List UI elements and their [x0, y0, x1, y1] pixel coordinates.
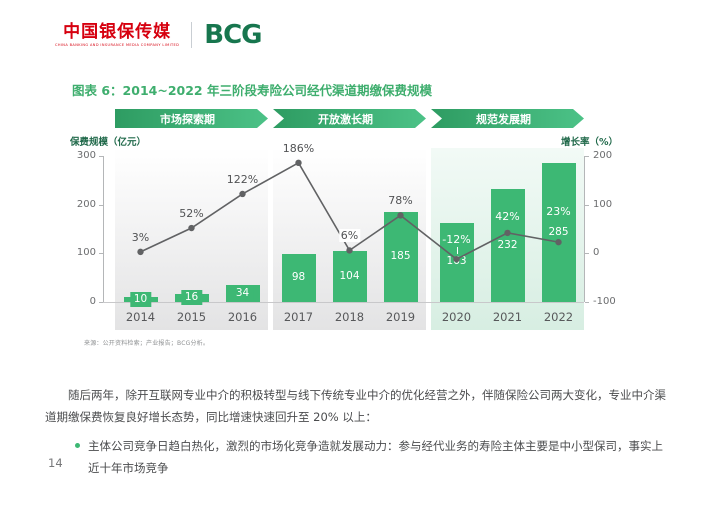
bar-value-label: 34	[231, 285, 254, 301]
right-axis-tick	[585, 253, 589, 255]
growth-label-2014: 3%	[131, 230, 150, 244]
paragraph: 随后两年，除开互联网专业中介的积极转型与线下传统专业中介的优化经营之外，伴随保险…	[45, 388, 666, 425]
china-banking-insurance-media-logo: 中国银保传媒 CHINA BANKING AND INSURANCE MEDIA…	[55, 21, 180, 47]
right-axis-tick	[585, 204, 589, 206]
premium-scale-chart: 市场探索期 开放激长期 规范发展期 保费规模（亿元） 增长率（%） 300 200 100 0 2…	[70, 108, 618, 343]
growth-label-2019: 78%	[388, 194, 413, 208]
page-number: 14	[48, 456, 63, 470]
x-axis-label-2018: 2018	[334, 310, 365, 324]
right-axis-tick	[585, 302, 589, 303]
right-axis-tick-label: 0	[593, 247, 600, 259]
right-axis-line	[584, 156, 585, 302]
line-marker	[239, 190, 246, 198]
line-marker	[504, 229, 511, 237]
growth-label-leader	[456, 247, 458, 255]
growth-rate-line	[137, 159, 562, 263]
right-axis-tick-label: 100	[593, 198, 613, 210]
x-axis-baseline	[103, 302, 584, 303]
left-axis-tick	[99, 204, 103, 206]
x-axis-label-2014: 2014	[125, 310, 156, 324]
bcg-logo: BCG	[204, 20, 262, 50]
line-marker	[397, 212, 404, 219]
left-axis-tick-label: 200	[76, 198, 96, 210]
growth-label-2021: 42%	[495, 209, 520, 223]
phase-banner: 开放激长期	[273, 109, 426, 128]
left-axis-tick-label: 300	[76, 150, 96, 161]
x-axis-label-2017: 2017	[283, 310, 314, 324]
left-axis-tick	[99, 253, 103, 255]
x-axis-label-2016: 2016	[227, 310, 258, 324]
line-marker	[555, 238, 562, 246]
bar-value-label: 98	[287, 270, 310, 286]
growth-label-2022: 23%	[546, 205, 571, 219]
right-axis-title: 增长率（%）	[560, 137, 618, 148]
line-marker	[453, 255, 460, 263]
bar-value-label: 285	[544, 224, 573, 240]
growth-label-2016: 122%	[226, 172, 259, 186]
line-marker	[346, 247, 353, 254]
growth-label-2017: 186%	[282, 141, 315, 155]
bullet-item: 主体公司竞争日趋白热化，激烈的市场化竞争造就发展动力：参与经代业务的寿险主体主要…	[45, 435, 669, 480]
right-axis-tick-label: 200	[593, 150, 613, 161]
x-axis-label-2019: 2019	[385, 310, 416, 324]
left-axis-tick	[99, 156, 103, 157]
body-text: 随后两年，除开互联网专业中介的积极转型与线下传统专业中介的优化经营之外，伴随保险…	[45, 384, 669, 480]
bar-value-label: 185	[386, 248, 415, 264]
header: 中国银保传媒 CHINA BANKING AND INSURANCE MEDIA…	[55, 20, 263, 50]
line-marker	[295, 159, 302, 167]
bar-value-label: 16	[180, 290, 203, 306]
x-axis-label-2020: 2020	[441, 310, 472, 324]
source-note: 来源：公开资料检索；产业报告；BCG分析。	[84, 340, 210, 347]
growth-label-2015: 52%	[179, 207, 204, 221]
bar-value-label: 104	[335, 268, 364, 284]
bullet-dot-icon	[75, 442, 80, 448]
left-axis-line	[103, 156, 104, 302]
bullet-text: 主体公司竞争日趋白热化，激烈的市场化竞争造就发展动力：参与经代业务的寿险主体主要…	[88, 438, 663, 476]
line-marker	[137, 248, 144, 256]
left-axis-title: 保费规模（亿元）	[70, 137, 147, 148]
right-axis-tick	[585, 156, 589, 157]
bar-value-label: 232	[493, 237, 522, 253]
phase-banner: 市场探索期	[115, 109, 268, 128]
x-axis-label-2021: 2021	[492, 310, 523, 324]
phase-banner: 规范发展期	[431, 109, 584, 128]
growth-label-2020: -12%	[442, 233, 471, 247]
right-axis-tick-label: -100	[593, 296, 616, 307]
logo-english-subtext: CHINA BANKING AND INSURANCE MEDIA COMPAN…	[55, 42, 180, 47]
figure-title: 图表 6：2014~2022 年三阶段寿险公司经代渠道期缴保费规模	[72, 83, 432, 98]
x-axis-label-2015: 2015	[176, 310, 207, 324]
left-axis-tick-label: 100	[76, 247, 96, 259]
x-axis-label-2022: 2022	[543, 310, 574, 324]
logo-divider	[191, 22, 193, 48]
line-marker	[188, 224, 195, 232]
growth-label-2018: 6%	[338, 229, 361, 243]
left-axis-tick	[99, 302, 103, 303]
bar-value-label: 10	[129, 291, 152, 307]
logo-chinese-text: 中国银保传媒	[63, 21, 172, 42]
left-axis-tick-label: 0	[89, 296, 96, 307]
